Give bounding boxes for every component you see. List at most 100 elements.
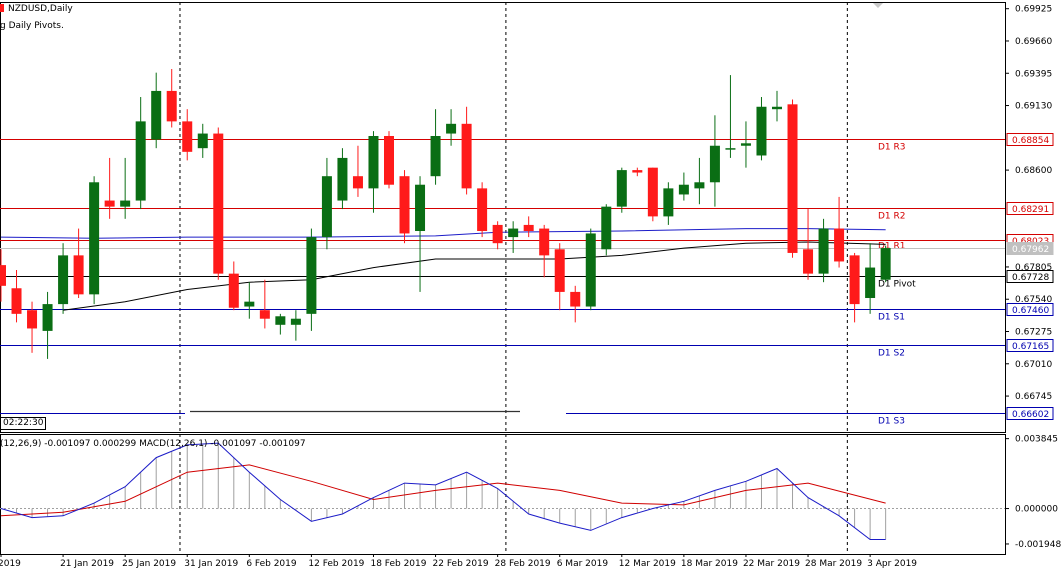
ma-fast-line — [63, 241, 886, 311]
candle-body-32 — [492, 224, 503, 244]
price-tick-label-4: 0.68600 — [1015, 166, 1052, 176]
candle-body-35 — [539, 228, 550, 256]
candle-body-38 — [585, 233, 596, 307]
pivot-price-label-5: 0.67165 — [1012, 342, 1049, 352]
pivot-price-box-0 — [1006, 133, 1054, 146]
candle-body-17 — [259, 310, 270, 319]
candle-body-26 — [399, 176, 410, 234]
candle-body-21 — [321, 176, 332, 238]
current-price-label: 0.67962 — [1012, 245, 1049, 255]
time-label: 02:22:30 — [0, 417, 47, 430]
price-tick-label-3: 0.69130 — [1015, 102, 1052, 112]
date-label-14: 3 Apr 2019 — [867, 559, 917, 569]
pivot-name-3: D1 Pivot — [878, 280, 916, 290]
candle-body-42 — [647, 167, 658, 217]
price-tick-label-8: 0.67010 — [1015, 360, 1052, 370]
date-label-12: 22 Mar 2019 — [743, 559, 800, 569]
date-label-13: 28 Mar 2019 — [805, 559, 862, 569]
candle-body-5 — [73, 255, 84, 295]
candle-body-56 — [865, 267, 876, 299]
date-label-7: 22 Feb 2019 — [433, 559, 489, 569]
macd-signal-line — [0, 464, 886, 517]
date-label-3: 31 Jan 2019 — [184, 559, 238, 569]
pivot-price-label-3: 0.67728 — [1012, 273, 1049, 283]
candle-body-45 — [694, 182, 705, 189]
candle-body-50 — [772, 106, 782, 110]
date-label-1: 21 Jan 2019 — [60, 559, 114, 569]
candle-body-10 — [151, 90, 162, 140]
price-tick-label-7: 0.67275 — [1015, 328, 1052, 338]
candle-body-3 — [42, 304, 53, 331]
candle-body-1 — [11, 288, 22, 314]
candle-body-13 — [197, 133, 208, 149]
date-label-11: 18 Mar 2019 — [681, 559, 738, 569]
pivot-price-box-6 — [1006, 407, 1054, 420]
candle-body-23 — [352, 176, 363, 189]
pivot-price-box-3 — [1006, 270, 1054, 283]
pivot-price-label-6: 0.66602 — [1012, 410, 1049, 420]
symbol-title: NZDUSD,Daily — [8, 4, 73, 14]
candle-body-41 — [632, 170, 643, 173]
candle-body-52 — [803, 249, 814, 274]
candle-body-48 — [740, 143, 751, 146]
macd-main-line — [0, 442, 886, 540]
chart-shift-icon — [873, 3, 883, 8]
bear-swatch-icon — [0, 4, 4, 12]
candle-body-37 — [570, 291, 581, 307]
price-tick-label-0: 0.69925 — [1015, 5, 1052, 15]
candle-body-27 — [415, 184, 426, 232]
date-label-9: 6 Mar 2019 — [557, 559, 609, 569]
candle-body-15 — [228, 273, 239, 308]
price-tick-label-5: 0.67805 — [1015, 263, 1052, 273]
date-label-6: 18 Feb 2019 — [370, 559, 426, 569]
candle-body-49 — [756, 106, 767, 156]
candle-body-22 — [337, 157, 348, 201]
ma-slow-line — [0, 228, 886, 239]
candle-body-25 — [384, 135, 394, 185]
date-label-10: 12 Mar 2019 — [619, 559, 676, 569]
date-label-8: 28 Feb 2019 — [495, 559, 551, 569]
candle-body-2 — [27, 310, 38, 329]
candle-body-55 — [849, 255, 860, 305]
candle-body-0 — [0, 265, 6, 286]
candle-body-30 — [461, 123, 472, 189]
candle-body-24 — [368, 135, 379, 189]
symbol-header: NZDUSD,Daily — [0, 4, 73, 14]
price-tick-label-2: 0.69395 — [1015, 69, 1052, 79]
price-panel-frame — [0, 2, 1006, 433]
candle-body-33 — [508, 228, 519, 238]
candle-body-44 — [678, 184, 689, 195]
pivot-price-label-1: 0.68291 — [1012, 205, 1049, 215]
pivot-name-0: D1 R3 — [878, 143, 906, 153]
macd-tick-label-1: 0.000000 — [1015, 505, 1058, 515]
candle-body-43 — [663, 188, 674, 217]
macd-tick-label-2: -0.001948 — [1015, 540, 1061, 550]
candle-body-36 — [554, 249, 565, 292]
pivot-price-label-4: 0.67460 — [1012, 306, 1049, 316]
candle-body-31 — [477, 188, 488, 232]
candle-body-8 — [120, 200, 131, 207]
pivot-name-1: D1 R2 — [878, 212, 906, 222]
pivot-price-label-0: 0.68854 — [1012, 136, 1049, 146]
candle-body-4 — [58, 255, 69, 305]
candle-body-54 — [834, 228, 845, 262]
price-tick-label-1: 0.69660 — [1015, 37, 1052, 47]
candle-body-19 — [290, 318, 301, 325]
date-label-0: 2019 — [0, 559, 21, 569]
candle-body-12 — [182, 121, 193, 152]
date-label-4: 6 Feb 2019 — [246, 559, 297, 569]
candle-body-53 — [818, 228, 829, 274]
pivot-price-box-5 — [1006, 339, 1054, 352]
candle-body-57 — [880, 248, 891, 280]
candle-body-40 — [616, 170, 627, 207]
pivot-name-2: D1 R1 — [878, 242, 906, 252]
candle-body-14 — [213, 133, 224, 274]
candle-body-6 — [89, 182, 100, 295]
candle-body-18 — [275, 316, 286, 325]
pivot-name-6: D1 S3 — [878, 417, 905, 427]
date-label-5: 12 Feb 2019 — [308, 559, 364, 569]
price-tick-label-9: 0.66745 — [1015, 392, 1052, 402]
pivot-name-5: D1 S2 — [878, 349, 905, 359]
